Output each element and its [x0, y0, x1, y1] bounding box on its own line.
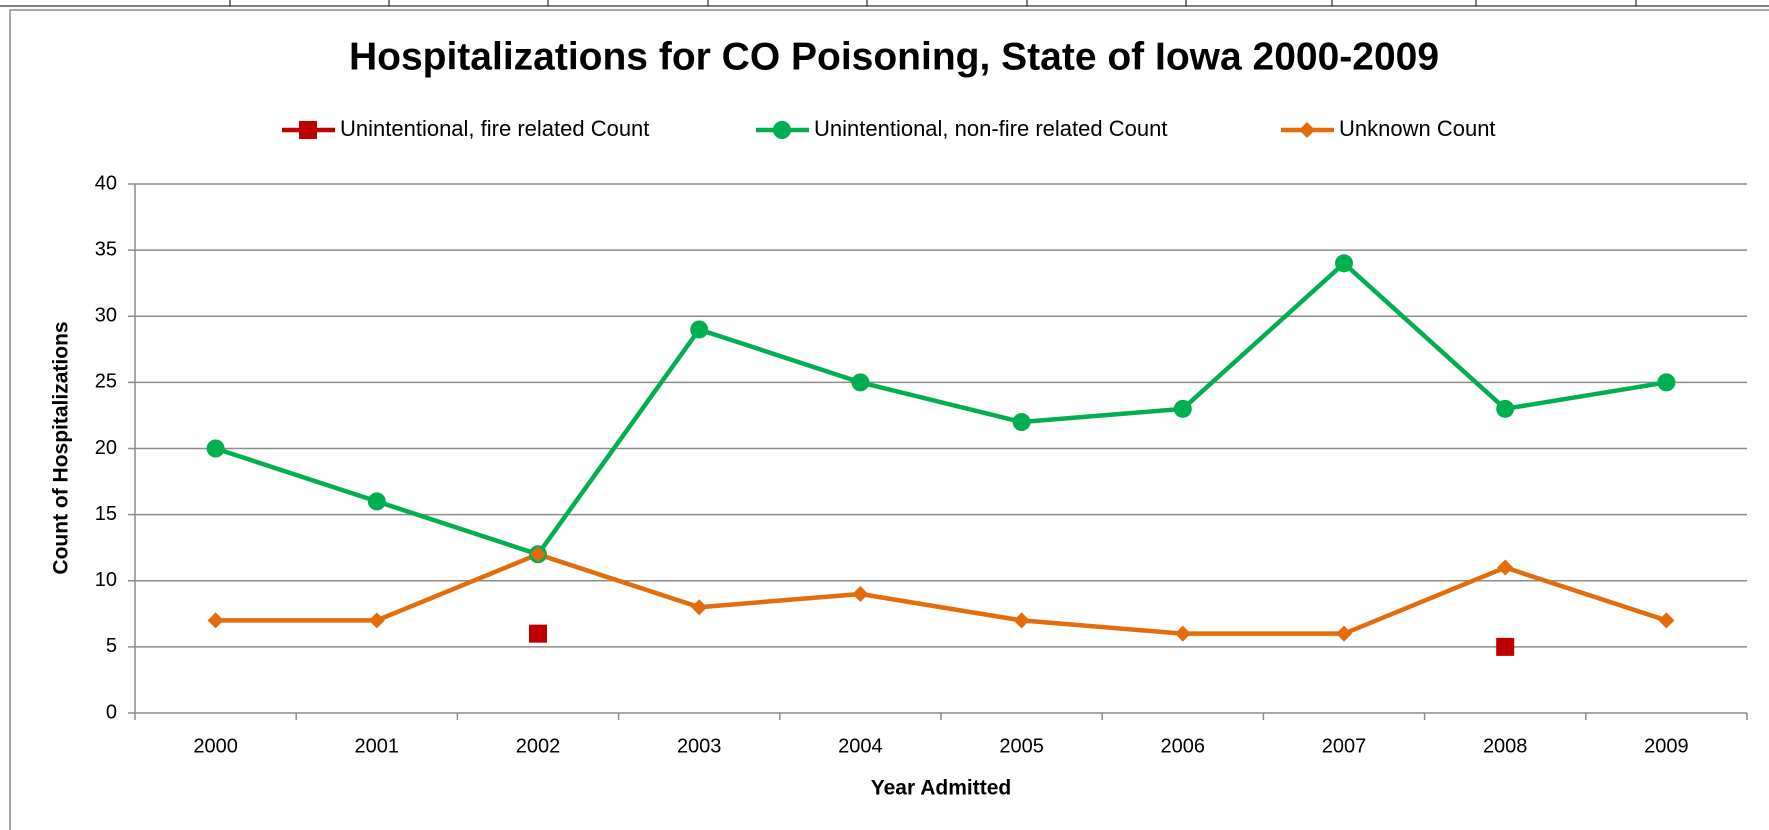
x-tick-label: 2002	[516, 735, 561, 757]
legend-label: Unintentional, fire related Count	[340, 116, 649, 141]
marker	[1496, 399, 1515, 418]
marker	[1173, 399, 1192, 418]
chart-area	[9, 9, 1769, 830]
marker	[368, 612, 385, 629]
legend-marker	[299, 121, 317, 139]
x-tick-label: 2000	[193, 735, 238, 757]
y-tick-label: 35	[95, 238, 117, 260]
marker	[852, 585, 869, 602]
marker	[1012, 413, 1031, 432]
chart-title: Hospitalizations for CO Poisoning, State…	[349, 35, 1439, 78]
marker	[690, 320, 709, 339]
marker	[1335, 254, 1353, 273]
y-tick-label: 30	[95, 305, 117, 327]
series-line	[214, 261, 1667, 557]
y-tick-label: 15	[95, 503, 117, 525]
legend-marker	[1299, 122, 1315, 138]
y-tick-label: 10	[95, 569, 117, 591]
marker	[1658, 612, 1675, 629]
marker	[529, 624, 547, 643]
legend-marker	[773, 121, 791, 139]
x-tick-label: 2003	[677, 735, 722, 757]
y-tick-label: 0	[106, 701, 117, 723]
marker	[1497, 559, 1514, 576]
x-tick-label: 2004	[838, 735, 883, 757]
legend-label: Unknown Count	[1339, 116, 1496, 141]
y-tick-label: 5	[106, 635, 117, 657]
x-tick-label: 2001	[355, 735, 400, 757]
x-tick-label: 2006	[1161, 735, 1206, 757]
marker	[1336, 625, 1352, 642]
marker	[206, 439, 225, 458]
y-tick-label: 20	[95, 437, 117, 459]
x-tick-label: 2009	[1644, 735, 1689, 757]
y-axis-title: Count of Hospitalizations	[50, 321, 73, 574]
marker	[1174, 625, 1191, 642]
y-tick-label: 25	[95, 371, 117, 393]
marker	[1496, 637, 1515, 656]
marker	[207, 612, 224, 629]
x-axis-title: Year Admitted	[871, 777, 1011, 800]
marker	[1657, 373, 1676, 392]
marker	[1013, 612, 1030, 629]
sheet-gridlines	[0, 0, 1769, 7]
y-tick-label: 40	[95, 172, 117, 194]
marker	[851, 373, 870, 392]
x-tick-label: 2008	[1483, 735, 1528, 757]
series-line	[215, 552, 1668, 636]
x-tick-label: 2005	[999, 735, 1044, 757]
x-tick-label: 2007	[1322, 735, 1367, 757]
marker	[691, 599, 708, 616]
marker	[367, 492, 386, 511]
marker	[530, 546, 546, 563]
legend-label: Unintentional, non-fire related Count	[814, 116, 1167, 141]
